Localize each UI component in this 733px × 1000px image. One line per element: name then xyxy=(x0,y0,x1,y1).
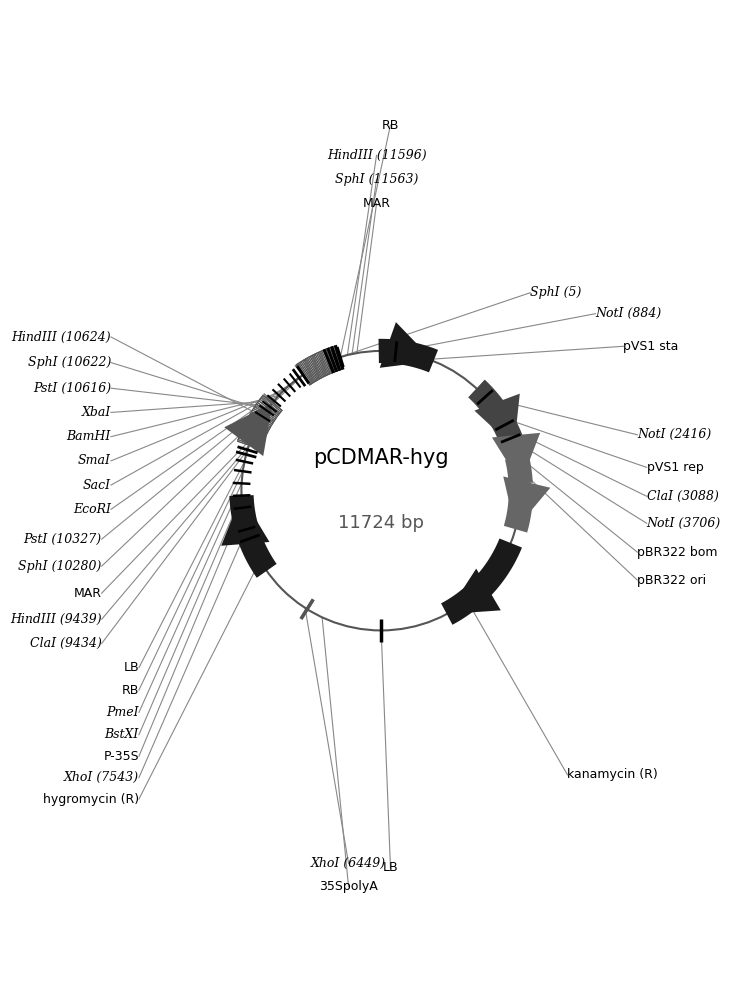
Polygon shape xyxy=(468,380,526,451)
Text: BstXI: BstXI xyxy=(105,728,139,741)
Text: SmaI: SmaI xyxy=(78,454,111,467)
Text: NotI (884): NotI (884) xyxy=(595,307,662,320)
Text: PstI (10616): PstI (10616) xyxy=(33,382,111,395)
Text: P-35S: P-35S xyxy=(103,750,139,763)
Text: RB: RB xyxy=(122,684,139,697)
Polygon shape xyxy=(505,454,533,484)
Polygon shape xyxy=(221,496,270,546)
Polygon shape xyxy=(224,403,273,456)
Text: pCDMAR-hyg: pCDMAR-hyg xyxy=(313,448,449,468)
Text: NotI (3706): NotI (3706) xyxy=(647,517,721,530)
Polygon shape xyxy=(492,433,540,483)
Polygon shape xyxy=(504,476,550,529)
Text: XhoI (6449): XhoI (6449) xyxy=(311,857,386,870)
Text: MAR: MAR xyxy=(74,587,102,600)
Text: RB: RB xyxy=(382,119,399,132)
Text: ClaI (9434): ClaI (9434) xyxy=(30,637,102,650)
Text: LB: LB xyxy=(123,661,139,674)
Text: HindIII (9439): HindIII (9439) xyxy=(10,613,102,626)
Text: XbaI: XbaI xyxy=(81,406,111,419)
Text: 35SpolyA: 35SpolyA xyxy=(319,880,378,893)
Text: pVS1 rep: pVS1 rep xyxy=(647,461,704,474)
Text: pBR322 bom: pBR322 bom xyxy=(638,546,718,559)
Text: SacI: SacI xyxy=(83,479,111,492)
Text: MAR: MAR xyxy=(363,197,391,210)
Text: PmeI: PmeI xyxy=(106,706,139,719)
Polygon shape xyxy=(474,394,520,448)
Polygon shape xyxy=(229,495,276,578)
Text: SphI (10622): SphI (10622) xyxy=(28,356,111,369)
Polygon shape xyxy=(296,346,342,385)
Text: BamHI: BamHI xyxy=(67,430,111,443)
Text: pVS1 sta: pVS1 sta xyxy=(623,340,679,353)
Text: HindIII (11596): HindIII (11596) xyxy=(327,149,427,162)
Text: pBR322 ori: pBR322 ori xyxy=(638,574,707,587)
Text: PstI (10327): PstI (10327) xyxy=(23,533,102,546)
Polygon shape xyxy=(441,538,522,625)
Polygon shape xyxy=(380,322,433,368)
Polygon shape xyxy=(237,395,282,449)
Text: XhoI (7543): XhoI (7543) xyxy=(64,771,139,784)
Text: SphI (11563): SphI (11563) xyxy=(335,173,419,186)
Text: kanamycin (R): kanamycin (R) xyxy=(567,768,658,781)
Text: EcoRI: EcoRI xyxy=(73,503,111,516)
Text: SphI (10280): SphI (10280) xyxy=(18,560,102,573)
Text: HindIII (10624): HindIII (10624) xyxy=(12,330,111,343)
Text: 11724 bp: 11724 bp xyxy=(338,514,424,532)
Text: LB: LB xyxy=(383,861,398,874)
Polygon shape xyxy=(504,488,533,533)
Text: hygromycin (R): hygromycin (R) xyxy=(43,793,139,806)
Text: NotI (2416): NotI (2416) xyxy=(638,428,712,441)
Text: SphI (5): SphI (5) xyxy=(530,286,581,299)
Polygon shape xyxy=(378,339,438,372)
Text: ClaI (3088): ClaI (3088) xyxy=(647,490,718,503)
Polygon shape xyxy=(447,569,501,614)
